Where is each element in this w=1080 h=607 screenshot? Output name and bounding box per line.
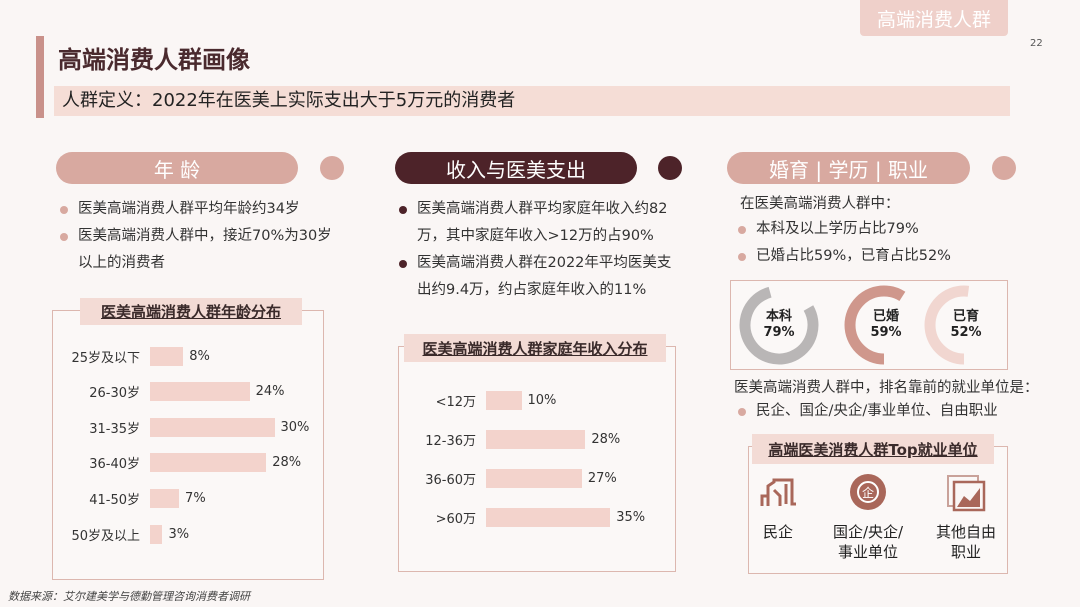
age-chart-box: [52, 310, 324, 580]
bar-row: 25岁及以下 8%: [0, 346, 1080, 366]
bar-value-label: 28%: [591, 431, 621, 447]
enterprise-seal-icon: 企: [850, 474, 886, 510]
bar-value-label: 24%: [255, 384, 285, 400]
donut-label: 本科 79%: [739, 309, 819, 341]
bullet: 医美高端消费人群平均家庭年收入约82万，其中家庭年收入>12万的占90%: [395, 196, 685, 250]
marriage-dot: [992, 156, 1016, 180]
donut-value: 59%: [870, 325, 902, 340]
bar-value-label: 28%: [272, 455, 302, 471]
bar-value-label: 8%: [189, 348, 210, 364]
bullet: 已婚占比59%，已育占比52%: [734, 243, 1014, 270]
page-title: 高端消费人群画像: [58, 46, 250, 74]
bar-category-label: 26-30岁: [89, 386, 140, 402]
donut-name: 已婚: [872, 309, 899, 324]
building-icon: [760, 478, 796, 506]
bar-value-label: 10%: [527, 392, 557, 408]
bar-row: >60万 35%: [0, 507, 1080, 527]
bar-value-label: 35%: [616, 509, 646, 525]
bullet: 本科及以上学历占比79%: [734, 216, 1014, 243]
job-label: 民企: [762, 523, 793, 541]
donut-0: [739, 285, 819, 365]
bar-value-label: 30%: [280, 419, 310, 435]
donut-name: 已育: [952, 309, 979, 324]
bar-category-label: 31-35岁: [89, 421, 140, 437]
data-source: 数据来源：艾尔建美学与德勤管理咨询消费者调研: [8, 590, 250, 603]
bar-row: 26-30岁 24%: [0, 382, 1080, 402]
bar: [150, 417, 275, 437]
bullet: 医美高端消费人群中，接近70%为30岁以上的消费者: [56, 223, 336, 277]
bar-value-label: 27%: [587, 470, 617, 486]
title-accent-bar: [36, 36, 44, 118]
income-dot: [658, 156, 682, 180]
section-tag: 高端消费人群: [860, 0, 1008, 36]
bar: [486, 390, 522, 410]
bar-row: 31-35岁 30%: [0, 417, 1080, 437]
bar-value-label: 3%: [168, 526, 190, 542]
donut-value: 52%: [950, 325, 982, 340]
bar-row: 36-40岁 28%: [0, 453, 1080, 473]
age-bullets: 医美高端消费人群平均年龄约34岁 医美高端消费人群中，接近70%为30岁以上的消…: [56, 196, 336, 277]
marriage-pill: 婚育 | 学历 | 职业: [727, 152, 970, 184]
income-pill: 收入与医美支出: [395, 152, 637, 184]
bar: [150, 346, 184, 366]
bar-row: <12万 10%: [0, 390, 1080, 410]
job-label: 国企/央企/事业单位: [832, 523, 904, 561]
job-box-title: 高端医美消费人群Top就业单位: [752, 434, 994, 464]
bar-category-label: 36-60万: [425, 472, 476, 488]
bar-category-label: >60万: [435, 511, 476, 527]
age-pill: 年 龄: [56, 152, 298, 184]
donut-label: 已育 52%: [926, 309, 1006, 341]
page-number: 22: [1030, 38, 1043, 49]
donut-value: 79%: [763, 325, 795, 340]
job-bullets: 民企、国企/央企/事业单位、自由职业: [734, 398, 1034, 425]
bullet: 医美高端消费人群在2022年平均医美支出约9.4万，约占家庭年收入的11%: [395, 250, 685, 304]
bar: [486, 507, 611, 527]
bar-category-label: 36-40岁: [89, 457, 140, 473]
bar-category-label: 12-36万: [425, 433, 476, 449]
bar: [150, 488, 180, 508]
bar: [150, 382, 250, 402]
income-chart-title: 医美高端消费人群家庭年收入分布: [404, 334, 666, 362]
age-chart-title: 医美高端消费人群年龄分布: [80, 298, 302, 325]
donut-arc: [844, 285, 924, 365]
bar: [486, 429, 586, 449]
donut-arc: [739, 285, 819, 365]
bar-category-label: 50岁及以上: [71, 528, 140, 544]
bar-category-label: 41-50岁: [89, 492, 140, 508]
bullet: 民企、国企/央企/事业单位、自由职业: [734, 398, 1034, 425]
bar: [150, 453, 267, 473]
bar: [486, 468, 582, 488]
bar-category-label: <12万: [435, 394, 476, 410]
donut-arc: [924, 285, 1004, 365]
bullet: 医美高端消费人群平均年龄约34岁: [56, 196, 336, 223]
definition-banner: 人群定义：2022年在医美上实际支出大于5万元的消费者: [54, 86, 1010, 116]
donut-1: [844, 285, 924, 365]
donut-label: 已婚 59%: [846, 309, 926, 341]
bar-row: 36-60万 27%: [0, 468, 1080, 488]
income-chart-box: [398, 346, 676, 572]
donut-2: [924, 285, 1004, 365]
job-intro: 医美高端消费人群中，排名靠前的就业单位是：: [734, 380, 1039, 396]
marriage-intro: 在医美高端消费人群中：: [740, 196, 900, 212]
svg-text:企: 企: [862, 485, 874, 500]
job-label: 其他自由职业: [935, 523, 996, 561]
marriage-bullets: 本科及以上学历占比79% 已婚占比59%，已育占比52%: [734, 216, 1014, 270]
bar-row: 50岁及以上 3%: [0, 524, 1080, 544]
bar-row: 41-50岁 7%: [0, 488, 1080, 508]
age-dot: [320, 156, 344, 180]
bar-value-label: 7%: [185, 490, 206, 506]
bar-row: 12-36万 28%: [0, 429, 1080, 449]
bar-category-label: 25岁及以下: [71, 350, 140, 366]
donut-name: 本科: [765, 309, 792, 324]
picture-frame-icon: [947, 475, 986, 512]
bar: [150, 524, 163, 544]
income-bullets: 医美高端消费人群平均家庭年收入约82万，其中家庭年收入>12万的占90% 医美高…: [395, 196, 685, 304]
